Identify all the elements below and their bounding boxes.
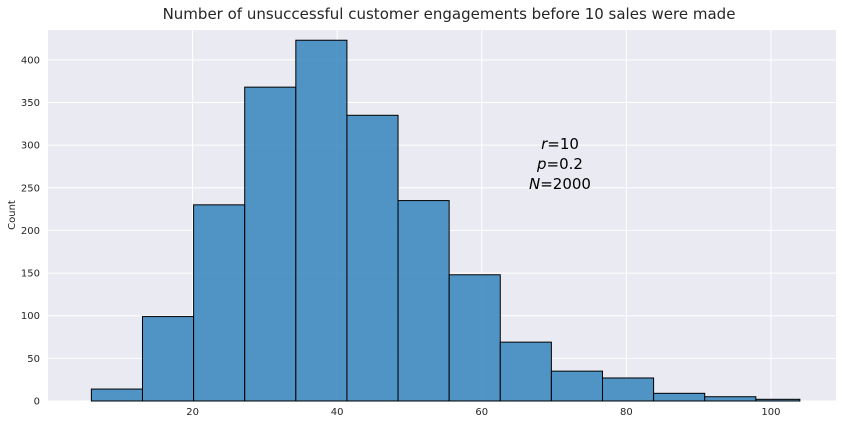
histogram-bar bbox=[193, 204, 246, 402]
x-tick-label: 80 bbox=[620, 407, 633, 418]
histogram-bar bbox=[755, 398, 801, 402]
histogram-bar bbox=[704, 396, 757, 402]
histogram-bar bbox=[601, 377, 655, 402]
histogram-bar bbox=[653, 392, 706, 402]
x-tick-label: 100 bbox=[761, 407, 780, 418]
annotation-variable: N bbox=[529, 175, 540, 193]
annotation-value: =0.2 bbox=[547, 155, 583, 173]
annotation-line: p=0.2 bbox=[536, 155, 583, 173]
histogram-bar bbox=[295, 39, 348, 402]
parameter-annotation: r=10p=0.2N=2000 bbox=[529, 135, 591, 193]
annotation-line: N=2000 bbox=[529, 175, 591, 193]
histogram-bar bbox=[448, 274, 501, 402]
histogram-bar bbox=[244, 86, 297, 402]
histogram-bar bbox=[90, 388, 143, 402]
y-tick-label: 250 bbox=[21, 183, 40, 194]
x-tick-label: 20 bbox=[186, 407, 199, 418]
y-tick-label: 300 bbox=[21, 141, 40, 152]
x-tick-label: 40 bbox=[331, 407, 344, 418]
y-axis-label: Count bbox=[7, 200, 18, 230]
y-tick-label: 50 bbox=[27, 354, 40, 365]
histogram-bar bbox=[397, 200, 450, 402]
y-tick-label: 400 bbox=[21, 55, 40, 66]
chart-title: Number of unsuccessful customer engageme… bbox=[163, 5, 736, 23]
histogram-bar bbox=[550, 370, 603, 402]
y-tick-label: 200 bbox=[21, 226, 40, 237]
histogram-bar bbox=[141, 316, 195, 402]
annotation-value: =10 bbox=[547, 135, 579, 153]
y-tick-label: 150 bbox=[21, 269, 40, 280]
y-axis-ticks: 0 50 100 150 200 250 300 350 400 bbox=[21, 55, 40, 407]
annotation-variable: p bbox=[536, 155, 547, 173]
y-tick-label: 350 bbox=[21, 98, 40, 109]
annotation-value: =2000 bbox=[540, 175, 591, 193]
x-axis-ticks: 20 40 60 80 100 bbox=[186, 407, 780, 418]
histogram-bars bbox=[90, 39, 801, 402]
histogram-bar bbox=[346, 114, 399, 402]
y-tick-label: 0 bbox=[34, 397, 40, 408]
y-tick-label: 100 bbox=[21, 311, 40, 322]
x-tick-label: 60 bbox=[475, 407, 488, 418]
annotation-variable: r bbox=[541, 135, 548, 153]
annotation-line: r=10 bbox=[541, 135, 579, 153]
histogram-bar bbox=[499, 341, 552, 402]
